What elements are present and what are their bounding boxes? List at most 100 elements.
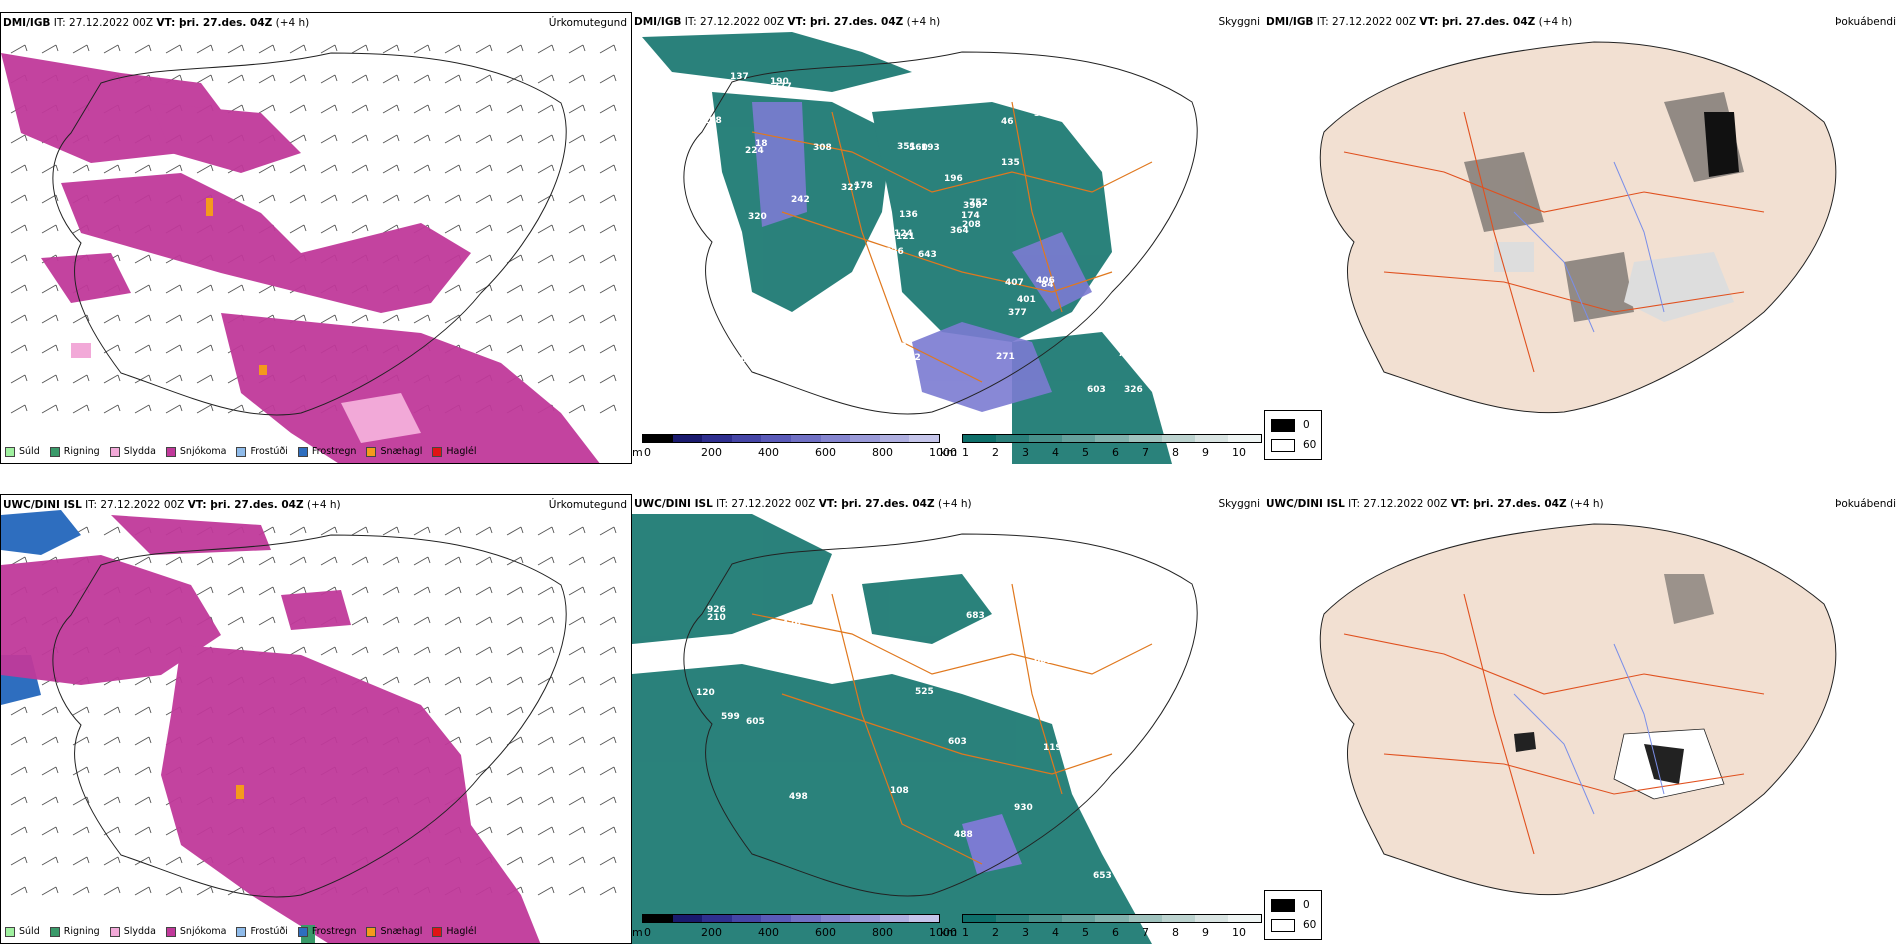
- visibility-value: 215: [714, 201, 733, 211]
- colorbar-tick: 200: [701, 446, 722, 459]
- legend-item: Snjókoma: [165, 926, 226, 937]
- visibility-value: 364: [950, 226, 969, 236]
- visibility-value: 174: [961, 211, 980, 221]
- fog-key: 0 60: [1264, 890, 1322, 940]
- coastline: [52, 52, 567, 416]
- model-name: UWC/DINI ISL: [3, 499, 82, 511]
- colorbar-tick: 10: [1232, 926, 1246, 939]
- legend-swatch: [109, 446, 120, 457]
- legend-label: Rigning: [63, 446, 100, 457]
- panel-title: Þokuábendi: [1835, 16, 1896, 28]
- colorbar-tick: 6: [1112, 926, 1119, 939]
- colorbar-unit: km: [940, 926, 958, 939]
- legend-item: Snæhagl: [366, 446, 422, 457]
- coastline: [683, 533, 1198, 897]
- legend-label: Haglél: [446, 446, 477, 457]
- legend-item: Rigning: [49, 926, 100, 937]
- legend-swatch: [49, 446, 60, 457]
- valid-time: VT: þri. 27.des. 04Z: [187, 499, 304, 511]
- colorbar-tick: 5: [1082, 926, 1089, 939]
- visibility-value: 390: [963, 201, 982, 211]
- colorbar-tick: 9: [1202, 446, 1209, 459]
- road-network: [1343, 593, 1765, 855]
- colorbar-unit: m: [632, 926, 643, 939]
- visibility-value: 150: [802, 357, 821, 367]
- visibility-value: 930: [1014, 803, 1033, 813]
- legend-label: Slydda: [123, 926, 156, 937]
- colorbar-tick: 2: [992, 926, 999, 939]
- fog-key-value: 0: [1303, 899, 1310, 911]
- model-name: DMI/IGB: [634, 16, 682, 28]
- visibility-labels: 643 224 121 176 390 44 253 193 46 364 777 326 320 377…: [695, 72, 1151, 402]
- panel-header: UWC/DINI ISL IT: 27.12.2022 00Z VT: þri.…: [1266, 498, 1896, 514]
- legend-label: Rigning: [63, 926, 100, 937]
- panel-header: DMI/IGB IT: 27.12.2022 00Z VT: þri. 27.d…: [3, 17, 627, 33]
- visibility-value: 136: [899, 210, 918, 220]
- legend-label: Haglél: [446, 926, 477, 937]
- visibility-value: 44: [823, 323, 836, 333]
- visibility-value: 137: [730, 72, 749, 82]
- panel-header: DMI/IGB IT: 27.12.2022 00Z VT: þri. 27.d…: [1266, 16, 1896, 32]
- visibility-labels: 120 343 601 948 926 653 605 683 474 887 525 119 361 2…: [696, 550, 1151, 881]
- legend-item: Snæhagl: [366, 926, 422, 937]
- visibility-value: 601: [1034, 656, 1053, 666]
- init-time: IT: 27.12.2022 00Z: [1316, 16, 1417, 28]
- colorbar-tick: 6: [1112, 446, 1119, 459]
- colorbar-tick: 800: [872, 446, 893, 459]
- colorbar-tick: 800: [872, 926, 893, 939]
- valid-time: VT: þri. 27.des. 04Z: [1450, 498, 1567, 510]
- legend-item: Haglél: [432, 446, 477, 457]
- colorbar-tick: 600: [815, 926, 836, 939]
- visibility-value: 603: [1087, 385, 1106, 395]
- visibility-value: 752: [969, 198, 988, 208]
- precip-type-legend: Súld Rigning Slydda Snjókoma Frostúði Frostre…: [5, 926, 477, 937]
- visibility-value: 196: [944, 174, 963, 184]
- fog-key-swatch: [1271, 419, 1295, 432]
- legend-label: Snæhagl: [380, 926, 423, 937]
- visibility-value: 88: [894, 342, 907, 352]
- valid-time: VT: þri. 27.des. 04Z: [1419, 16, 1536, 28]
- road-network: [751, 583, 1153, 865]
- visibility-value: 192: [902, 353, 921, 363]
- panel-title: Úrkomutegund: [548, 499, 627, 511]
- visibility-value: 498: [789, 792, 808, 802]
- visibility-value: 146: [815, 381, 834, 391]
- visibility-value: 401: [1017, 295, 1036, 305]
- legend-label: Súld: [19, 926, 40, 937]
- coastline: [52, 534, 567, 898]
- rivers: [1513, 643, 1665, 815]
- init-time: IT: 27.12.2022 00Z: [85, 499, 185, 511]
- lead-time: (+4 h): [1538, 16, 1573, 28]
- visibility-value: 361: [881, 550, 900, 560]
- visibility-value: 120: [696, 688, 715, 698]
- colorbar-tick: 1000: [929, 926, 957, 939]
- visibility-value: 793: [1118, 349, 1137, 359]
- land: [1319, 41, 1837, 414]
- visibility-map: 6432241211763904425319346364777326320377…: [642, 32, 1198, 464]
- panel-title: Skyggni: [1218, 16, 1261, 28]
- legend-swatch: [165, 446, 176, 457]
- legend-swatch: [297, 926, 308, 937]
- legend-label: Slydda: [123, 446, 156, 457]
- colorbar-km: [962, 434, 1262, 443]
- legend-item: Frostregn: [297, 926, 356, 937]
- visibility-value: 207: [798, 339, 817, 349]
- fog-key-swatch: [1271, 899, 1295, 912]
- land: [1319, 523, 1837, 896]
- legend-item: Slydda: [109, 446, 156, 457]
- lead-time: (+4 h): [1569, 498, 1604, 510]
- visibility-value: 46: [1001, 117, 1014, 127]
- visibility-value: 351: [897, 142, 916, 152]
- precip-type-panel-row2: UWC/DINI ISL IT: 27.12.2022 00Z VT: þri.…: [0, 494, 632, 944]
- model-name: DMI/IGB: [3, 17, 51, 29]
- visibility-value: 948: [1132, 576, 1151, 586]
- visibility-value: 343: [902, 560, 921, 570]
- fog-key: 0 60: [1264, 410, 1322, 460]
- visibility-value: 525: [915, 687, 934, 697]
- visibility-map: 1203436019489266536056834748875251193612…: [632, 514, 1198, 944]
- panel-header: DMI/IGB IT: 27.12.2022 00Z VT: þri. 27.d…: [634, 16, 1260, 32]
- init-time: IT: 27.12.2022 00Z: [684, 16, 785, 28]
- visibility-value: 135: [1001, 158, 1020, 168]
- colorbar-meters: [642, 434, 940, 443]
- legend-item: Slydda: [109, 926, 156, 937]
